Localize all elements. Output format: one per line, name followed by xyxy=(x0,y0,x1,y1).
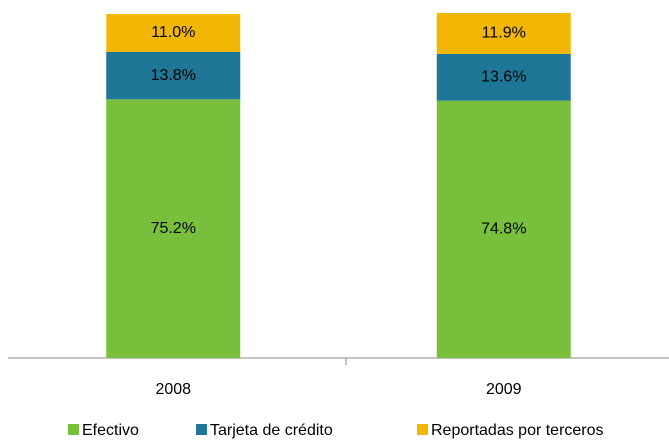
bar-segment xyxy=(106,99,241,358)
legend-swatch xyxy=(196,424,207,435)
legend-label: Reportadas por terceros xyxy=(431,422,604,439)
data-label: 74.8% xyxy=(481,221,526,238)
bar-segment xyxy=(436,13,571,54)
data-label: 13.8% xyxy=(151,67,196,84)
legend-label: Efectivo xyxy=(82,422,139,439)
legend-label: Tarjeta de crédito xyxy=(210,422,333,439)
data-label: 75.2% xyxy=(151,220,196,237)
legend-swatch xyxy=(417,424,428,435)
data-label: 11.9% xyxy=(482,25,526,42)
bar-segment xyxy=(436,53,571,101)
data-label: 11.0% xyxy=(151,24,195,41)
legend-swatch xyxy=(68,424,79,435)
data-label: 13.6% xyxy=(481,69,526,86)
bar-segment xyxy=(106,51,241,100)
x-tick-label: 2009 xyxy=(486,381,522,398)
bar-segment xyxy=(106,14,241,52)
x-tick-label: 2008 xyxy=(155,381,191,398)
bar-segment xyxy=(436,100,571,359)
